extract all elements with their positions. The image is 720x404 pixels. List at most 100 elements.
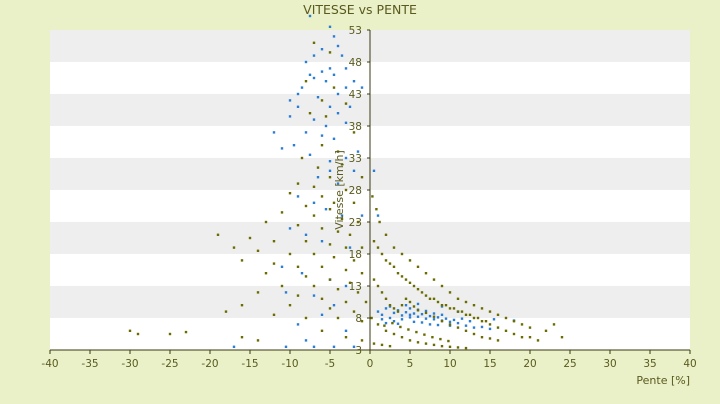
data-point-olive xyxy=(336,316,340,320)
data-point-blue xyxy=(296,195,300,198)
data-point-blue xyxy=(360,214,364,217)
data-point-olive xyxy=(383,324,386,327)
data-point-olive xyxy=(512,320,516,323)
data-point-olive xyxy=(439,337,442,341)
data-point-olive xyxy=(496,326,500,329)
data-point-blue xyxy=(344,329,348,332)
data-point-blue xyxy=(472,326,476,329)
x-tick-label: -30 xyxy=(121,358,138,370)
data-point-olive xyxy=(472,332,476,336)
data-point-olive xyxy=(388,304,392,307)
data-point-olive xyxy=(400,252,404,256)
data-point-olive xyxy=(520,323,524,326)
data-point-blue xyxy=(304,60,308,64)
data-point-blue xyxy=(304,339,308,342)
data-point-olive xyxy=(416,341,420,344)
x-tick-label: 10 xyxy=(443,358,456,370)
data-point-olive xyxy=(340,163,344,166)
data-point-blue xyxy=(424,317,428,320)
data-point-olive xyxy=(340,217,344,220)
data-point-olive xyxy=(440,344,444,348)
x-tick-label: 35 xyxy=(643,358,656,370)
data-point-olive xyxy=(464,329,468,332)
data-point-olive xyxy=(428,297,432,300)
data-point-olive xyxy=(436,300,440,304)
x-tick-label: 30 xyxy=(603,358,616,370)
data-point-olive xyxy=(240,259,244,262)
data-point-blue xyxy=(444,317,448,320)
data-point-olive xyxy=(423,333,426,336)
data-point-olive xyxy=(360,176,364,179)
data-point-olive xyxy=(488,323,492,326)
data-point-olive xyxy=(320,99,324,102)
data-point-blue xyxy=(312,201,316,204)
data-point-blue xyxy=(328,169,332,172)
data-point-olive xyxy=(328,176,332,179)
data-point-olive xyxy=(288,192,292,195)
data-point-blue xyxy=(400,318,404,321)
data-point-olive xyxy=(344,268,348,272)
data-point-olive xyxy=(272,313,276,316)
data-point-blue xyxy=(344,156,348,160)
data-point-olive xyxy=(480,307,484,310)
data-point-olive xyxy=(372,342,376,345)
data-point-olive xyxy=(447,339,450,343)
data-point-olive xyxy=(264,220,268,224)
data-point-olive xyxy=(468,313,472,316)
x-tick-label: -5 xyxy=(325,358,335,370)
data-point-blue xyxy=(312,76,316,80)
data-point-olive xyxy=(320,265,324,268)
data-point-olive xyxy=(375,208,378,211)
data-point-olive xyxy=(328,51,332,54)
data-point-blue xyxy=(296,323,300,326)
data-point-blue xyxy=(232,345,236,348)
data-point-blue xyxy=(360,86,364,89)
data-point-olive xyxy=(399,325,402,329)
data-point-blue xyxy=(456,321,460,325)
data-point-blue xyxy=(376,214,380,217)
data-point-olive xyxy=(408,259,412,262)
x-tick-label: 0 xyxy=(367,358,374,370)
data-point-olive xyxy=(528,336,532,339)
data-point-olive xyxy=(456,326,460,329)
data-point-olive xyxy=(404,297,408,300)
data-point-olive xyxy=(408,281,412,284)
data-point-olive xyxy=(320,227,324,230)
data-point-blue xyxy=(440,313,444,316)
data-point-blue xyxy=(412,320,416,324)
x-axis-ticks: -40 -35 -30 -25 -20 -15 -10 -5 0 5 10 15 20 25 30 35 40 xyxy=(41,350,697,370)
data-point-olive xyxy=(512,332,516,336)
data-point-olive xyxy=(304,80,308,83)
data-point-blue xyxy=(308,14,312,18)
data-point-blue xyxy=(448,324,452,327)
data-point-blue xyxy=(284,291,288,294)
data-point-blue xyxy=(340,54,344,57)
data-point-olive xyxy=(408,339,412,342)
data-point-olive xyxy=(356,220,360,224)
data-point-blue xyxy=(424,309,428,313)
data-point-blue xyxy=(488,327,492,331)
data-point-olive xyxy=(416,288,420,291)
data-point-olive xyxy=(332,256,336,259)
data-point-olive xyxy=(320,329,324,332)
data-point-blue xyxy=(392,320,396,323)
data-point-olive xyxy=(391,321,394,325)
data-point-blue xyxy=(336,92,340,96)
data-point-blue xyxy=(328,67,332,70)
data-point-blue xyxy=(280,265,284,268)
data-point-olive xyxy=(392,332,396,336)
data-point-olive xyxy=(544,329,548,332)
data-point-olive xyxy=(256,339,260,342)
data-point-olive xyxy=(336,288,340,291)
data-point-olive xyxy=(344,188,348,192)
y-tick-label: 48 xyxy=(349,57,362,69)
data-point-blue xyxy=(344,284,348,288)
data-point-olive xyxy=(336,230,340,233)
data-point-olive xyxy=(372,278,376,281)
data-point-olive xyxy=(308,112,312,115)
data-point-blue xyxy=(404,304,408,307)
data-point-blue xyxy=(420,321,424,324)
data-point-olive xyxy=(128,329,132,332)
data-point-olive xyxy=(448,345,452,348)
